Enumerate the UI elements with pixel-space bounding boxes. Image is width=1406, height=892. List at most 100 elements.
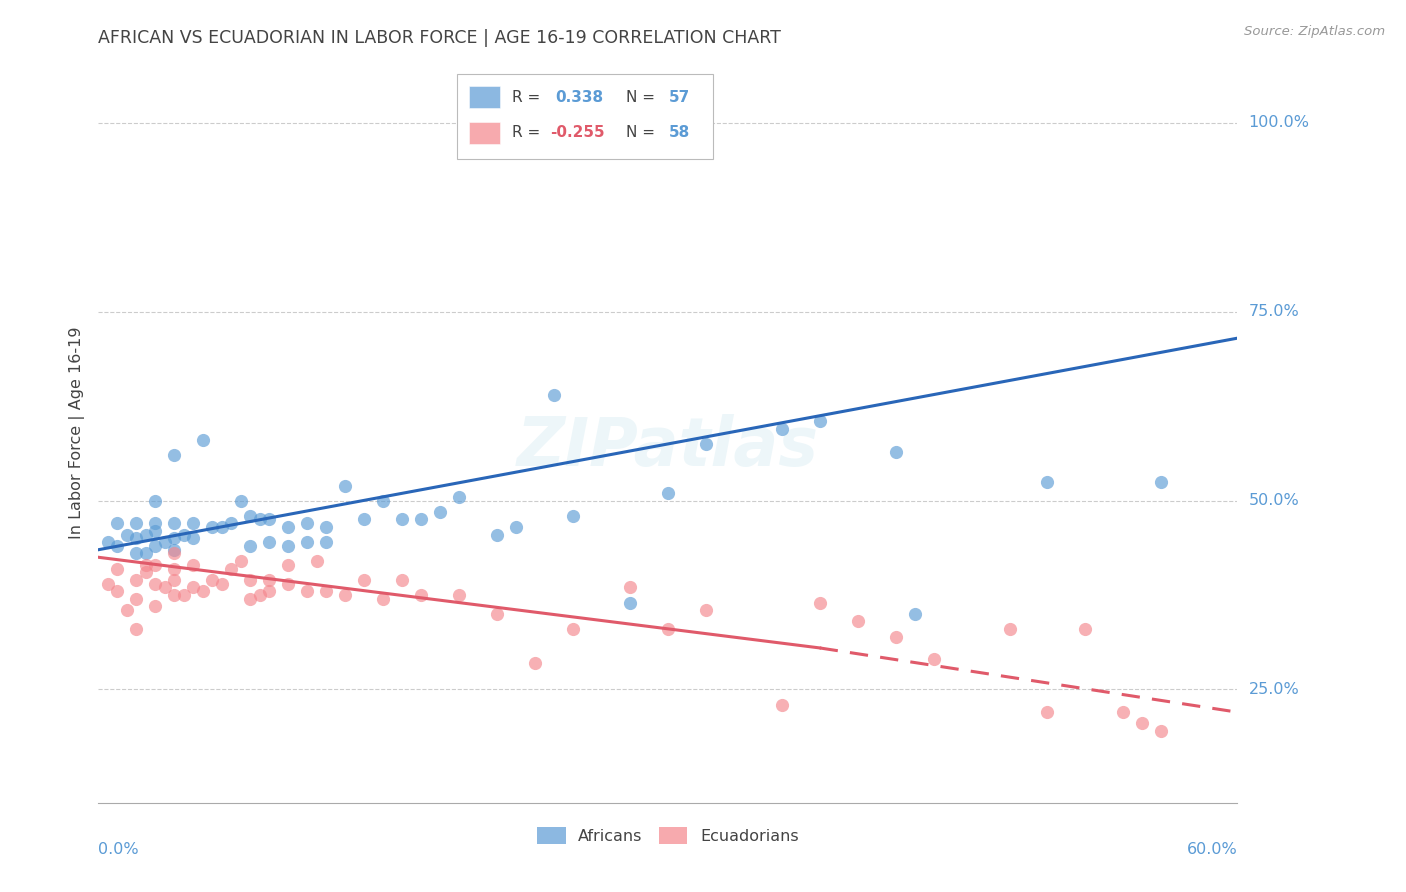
Point <box>305 554 328 568</box>
Point <box>239 539 262 553</box>
Point <box>153 581 176 595</box>
Point <box>808 596 831 610</box>
Point <box>145 558 167 572</box>
Point <box>277 576 299 591</box>
Point <box>449 490 471 504</box>
Point <box>562 508 585 523</box>
Point <box>125 591 148 606</box>
Y-axis label: In Labor Force | Age 16-19: In Labor Force | Age 16-19 <box>69 326 84 539</box>
Text: R =: R = <box>512 125 546 140</box>
Point <box>221 561 243 575</box>
Point <box>391 573 413 587</box>
Point <box>449 588 471 602</box>
Point <box>259 584 281 599</box>
Point <box>191 584 214 599</box>
Text: N =: N = <box>626 90 659 104</box>
Point <box>429 505 451 519</box>
Point <box>135 527 157 541</box>
Point <box>125 547 148 561</box>
Point <box>183 532 205 546</box>
Point <box>619 596 641 610</box>
Point <box>297 516 319 531</box>
Point <box>183 516 205 531</box>
Point <box>201 520 224 534</box>
Point <box>97 535 120 549</box>
Point <box>211 520 233 534</box>
Point <box>125 516 148 531</box>
Point <box>486 527 509 541</box>
Point <box>1132 716 1154 731</box>
Text: -0.255: -0.255 <box>551 125 605 140</box>
Point <box>884 630 907 644</box>
Point <box>163 448 186 462</box>
Point <box>163 588 186 602</box>
Point <box>353 512 375 526</box>
Text: 57: 57 <box>669 90 690 104</box>
Point <box>163 573 186 587</box>
Point <box>107 539 129 553</box>
Point <box>884 444 907 458</box>
Point <box>239 591 262 606</box>
Text: R =: R = <box>512 90 550 104</box>
Point <box>115 527 138 541</box>
Point <box>153 535 176 549</box>
Point <box>183 581 205 595</box>
Text: 75.0%: 75.0% <box>1249 304 1299 319</box>
Point <box>135 566 157 580</box>
Text: 58: 58 <box>669 125 690 140</box>
Point <box>221 516 243 531</box>
Point <box>229 554 252 568</box>
Text: 25.0%: 25.0% <box>1249 682 1299 697</box>
Point <box>695 603 717 617</box>
Point <box>107 584 129 599</box>
Point <box>315 535 337 549</box>
Point <box>229 493 252 508</box>
Point <box>145 539 167 553</box>
Point <box>277 520 299 534</box>
Point <box>277 539 299 553</box>
Point <box>107 561 129 575</box>
Point <box>135 558 157 572</box>
Point <box>107 516 129 531</box>
Point <box>191 433 214 447</box>
Point <box>145 524 167 538</box>
Point <box>125 622 148 636</box>
Point <box>505 520 527 534</box>
Point <box>998 622 1021 636</box>
Text: 50.0%: 50.0% <box>1249 493 1299 508</box>
Point <box>353 573 375 587</box>
Point <box>657 486 679 500</box>
Point <box>904 607 927 621</box>
Point <box>239 508 262 523</box>
Text: N =: N = <box>626 125 659 140</box>
Text: 60.0%: 60.0% <box>1187 842 1237 856</box>
Point <box>201 573 224 587</box>
Point <box>846 615 869 629</box>
Point <box>391 512 413 526</box>
FancyBboxPatch shape <box>468 87 501 108</box>
Point <box>335 588 357 602</box>
Point <box>335 478 357 492</box>
Text: ZIPatlas: ZIPatlas <box>517 415 818 481</box>
Point <box>259 573 281 587</box>
Point <box>173 527 195 541</box>
Point <box>1036 705 1059 719</box>
Point <box>922 652 945 666</box>
Point <box>808 414 831 428</box>
Point <box>163 516 186 531</box>
Point <box>315 584 337 599</box>
Point <box>619 581 641 595</box>
Text: 100.0%: 100.0% <box>1249 115 1309 130</box>
Point <box>371 591 394 606</box>
Point <box>145 516 167 531</box>
Point <box>163 532 186 546</box>
Point <box>239 573 262 587</box>
Point <box>1150 724 1173 739</box>
Point <box>371 493 394 508</box>
Point <box>97 576 120 591</box>
Point <box>1074 622 1097 636</box>
Point <box>145 576 167 591</box>
Point <box>115 603 138 617</box>
Point <box>211 576 233 591</box>
Point <box>259 512 281 526</box>
